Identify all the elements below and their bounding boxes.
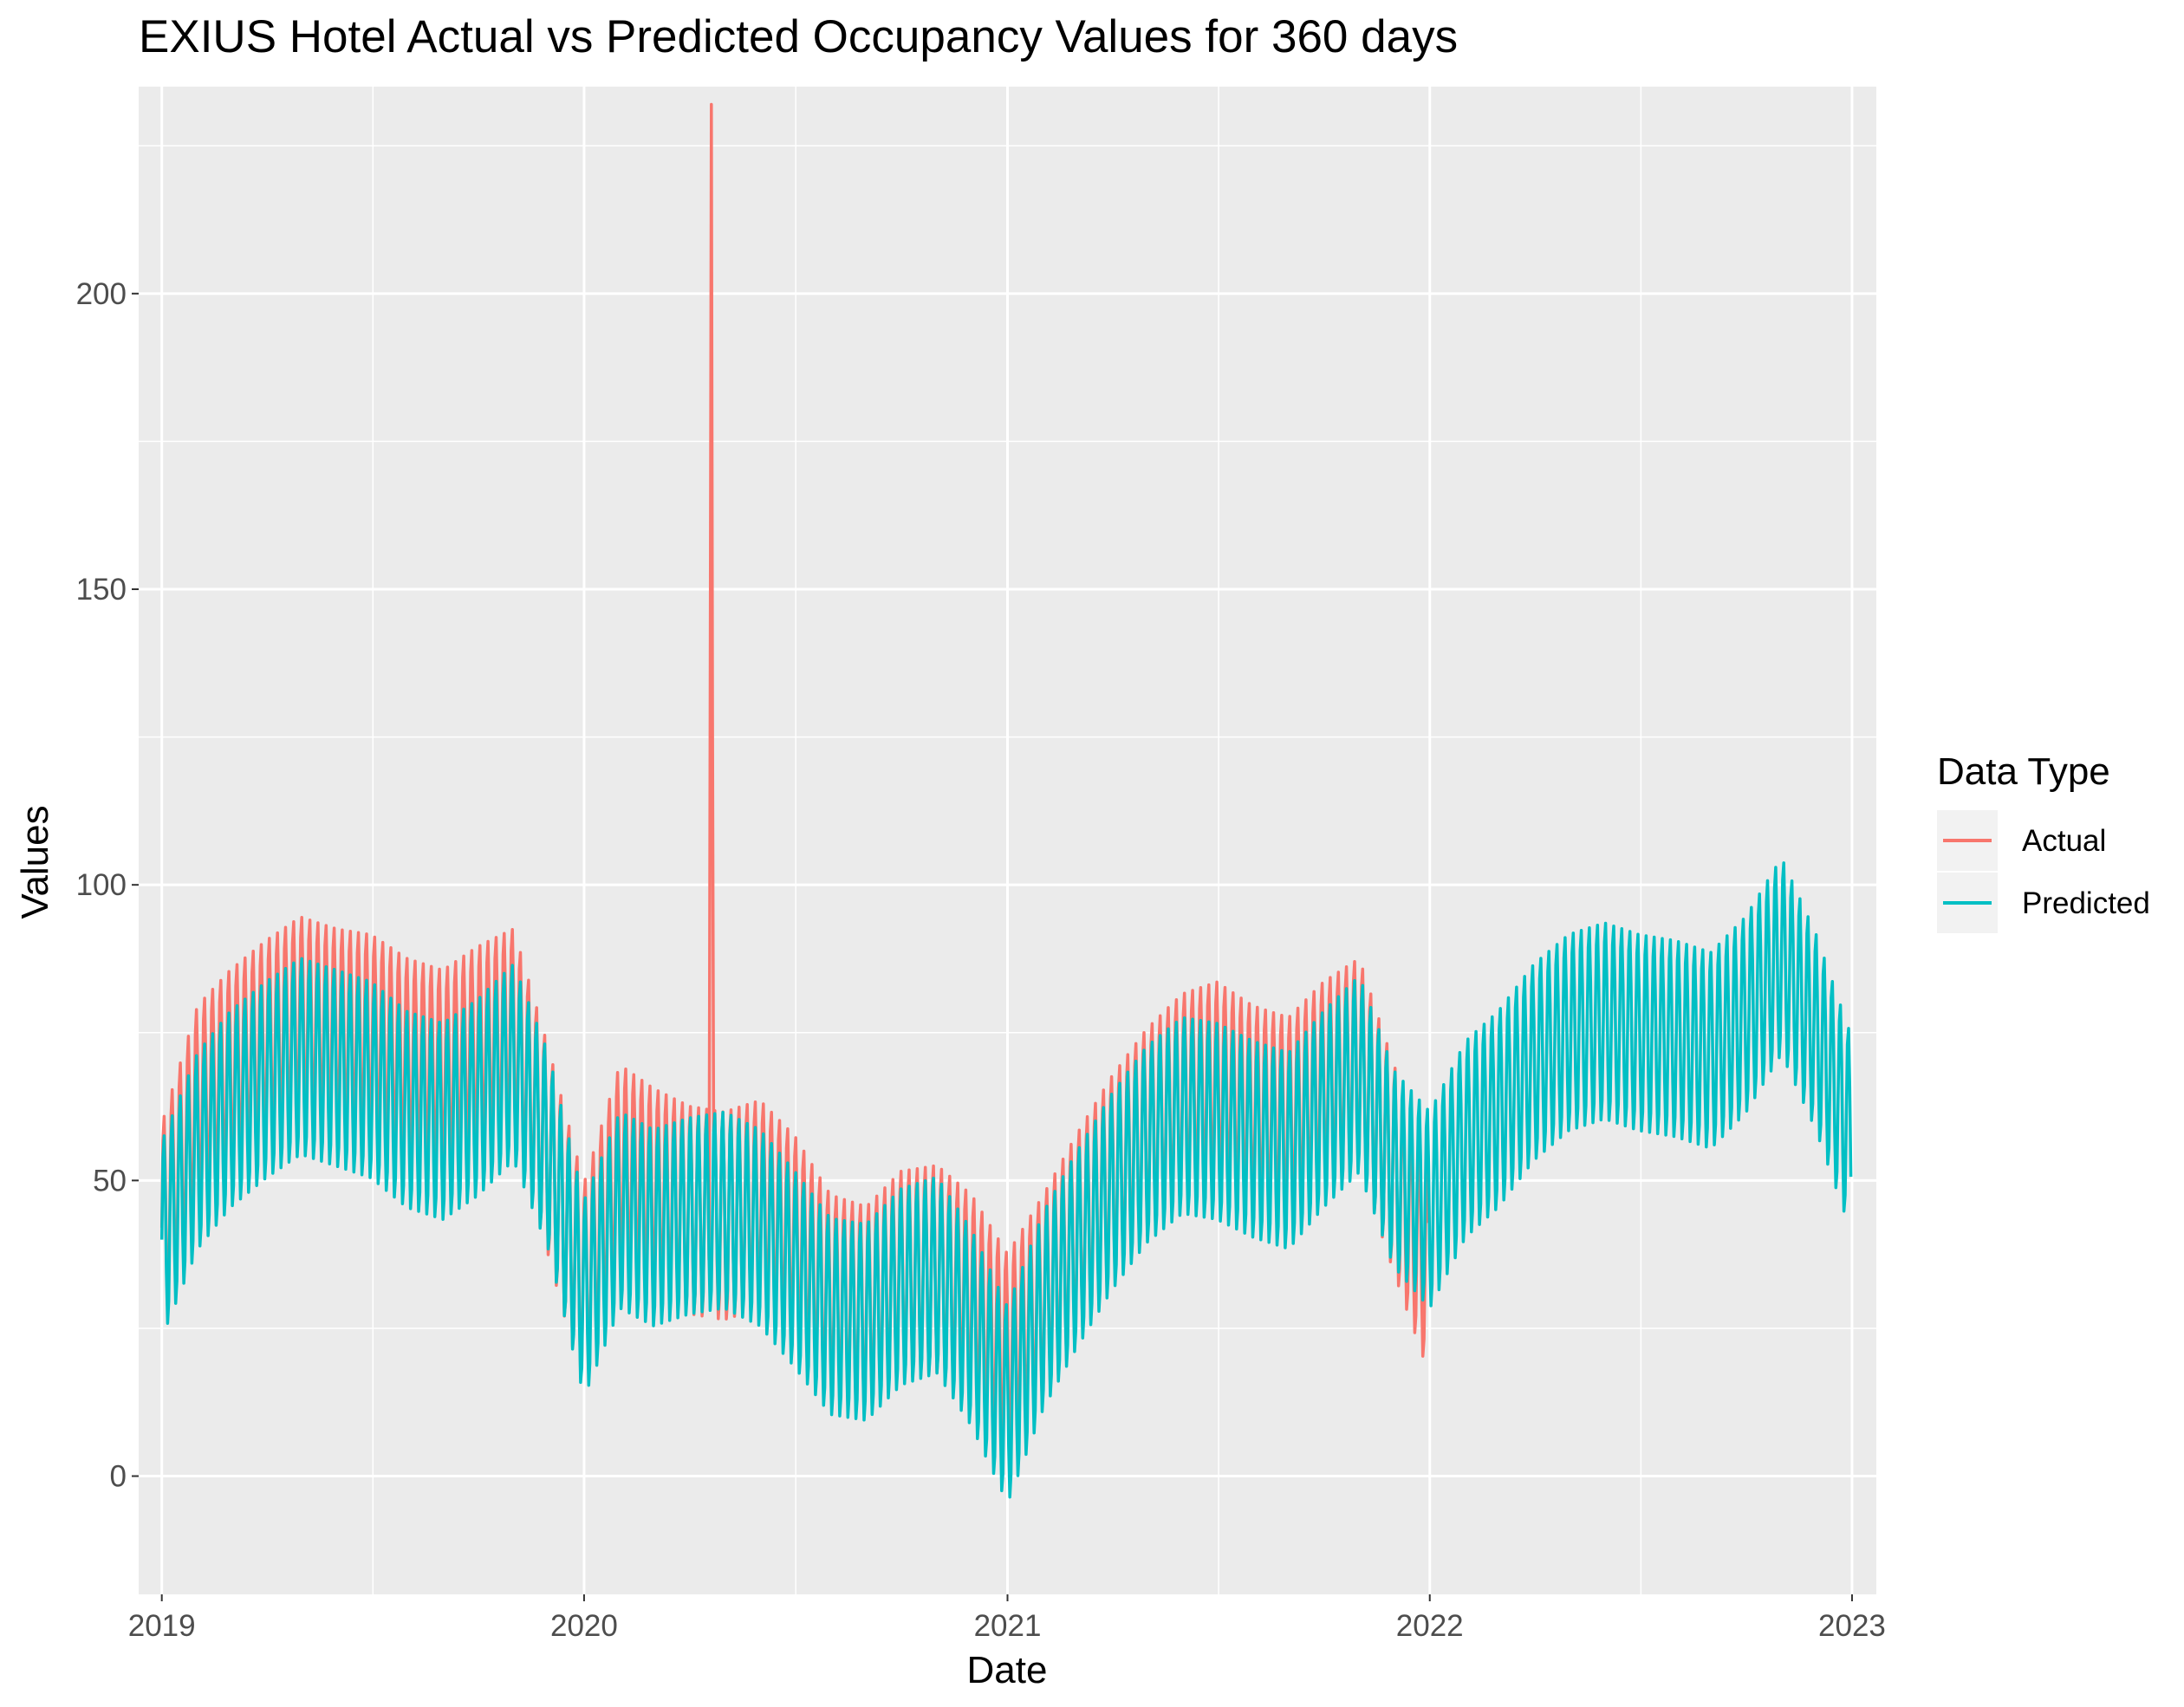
- y-tick-label: 50: [93, 1164, 127, 1197]
- y-tick-label: 150: [76, 573, 127, 607]
- legend-label-predicted: Predicted: [2022, 886, 2150, 920]
- x-tick-label: 2023: [1818, 1609, 1886, 1643]
- x-tick-label: 2020: [550, 1609, 618, 1643]
- x-tick-label: 2021: [974, 1609, 1042, 1643]
- y-axis-title: Values: [14, 805, 56, 918]
- y-tick-label: 100: [76, 868, 127, 902]
- y-tick-label: 0: [110, 1460, 127, 1494]
- axes: 0 50 100 150 200 2019 2020 2021 2022 2023: [76, 277, 1886, 1643]
- x-tick-label: 2022: [1396, 1609, 1464, 1643]
- series-line-predicted: [159, 861, 1853, 1499]
- grid-lines: [139, 87, 1876, 1594]
- series-layer: [159, 102, 1853, 1499]
- x-tick-label: 2019: [128, 1609, 196, 1643]
- legend-label-actual: Actual: [2022, 824, 2106, 858]
- chart-title: EXIUS Hotel Actual vs Predicted Occupanc…: [139, 11, 1458, 62]
- legend-title: Data Type: [1937, 750, 2110, 793]
- x-axis-title: Date: [967, 1649, 1048, 1691]
- y-tick-label: 200: [76, 277, 127, 311]
- legend: Data Type Actual Predicted: [1937, 750, 2150, 933]
